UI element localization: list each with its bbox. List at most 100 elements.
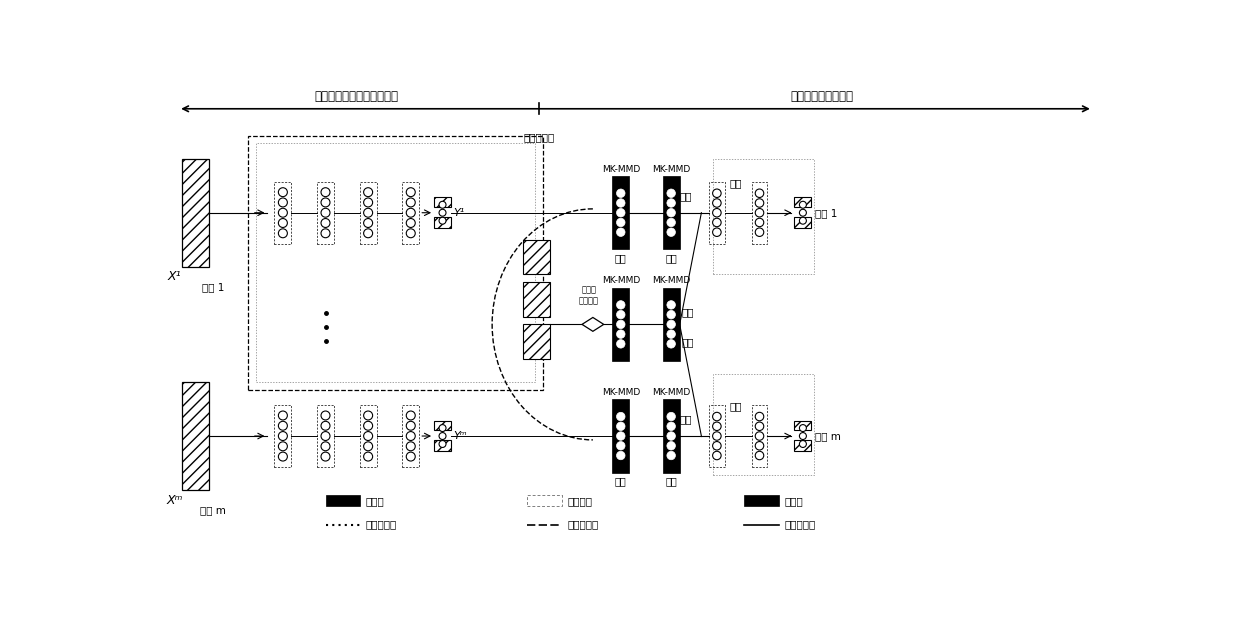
Bar xyxy=(434,420,451,430)
Bar xyxy=(317,182,334,243)
Circle shape xyxy=(616,189,625,197)
Circle shape xyxy=(755,189,764,197)
Circle shape xyxy=(363,442,372,451)
Circle shape xyxy=(616,199,625,207)
Circle shape xyxy=(439,433,446,440)
Bar xyxy=(255,143,534,382)
Bar xyxy=(325,494,361,506)
Circle shape xyxy=(755,412,764,421)
Bar xyxy=(182,382,210,490)
Circle shape xyxy=(321,188,330,197)
Bar xyxy=(434,197,451,206)
Bar xyxy=(613,288,630,361)
Circle shape xyxy=(755,451,764,460)
Circle shape xyxy=(667,422,676,431)
Bar xyxy=(402,182,419,243)
Text: 特定域层: 特定域层 xyxy=(567,496,593,506)
Circle shape xyxy=(713,199,722,207)
Text: 学习: 学习 xyxy=(730,178,743,188)
Circle shape xyxy=(667,189,676,197)
Circle shape xyxy=(407,188,415,197)
Circle shape xyxy=(278,198,288,207)
Circle shape xyxy=(667,330,676,338)
Text: X¹: X¹ xyxy=(167,271,181,283)
Bar xyxy=(434,217,451,228)
Circle shape xyxy=(713,412,722,421)
Circle shape xyxy=(363,198,372,207)
Circle shape xyxy=(713,218,722,227)
Circle shape xyxy=(321,218,330,227)
Text: 条件数据流: 条件数据流 xyxy=(567,520,599,529)
Circle shape xyxy=(363,431,372,441)
Text: 冻结: 冻结 xyxy=(615,476,626,487)
Circle shape xyxy=(363,229,372,238)
Bar xyxy=(523,324,551,359)
Bar xyxy=(751,405,768,467)
Circle shape xyxy=(616,340,625,348)
Bar xyxy=(317,405,334,467)
Bar xyxy=(613,176,630,249)
Circle shape xyxy=(363,188,372,197)
Circle shape xyxy=(755,199,764,207)
Circle shape xyxy=(363,452,372,461)
Bar xyxy=(795,217,811,228)
Circle shape xyxy=(667,441,676,450)
Text: Xᵐ: Xᵐ xyxy=(166,494,182,507)
Circle shape xyxy=(667,451,676,460)
Circle shape xyxy=(321,421,330,430)
Text: MK-MMD: MK-MMD xyxy=(652,388,691,397)
Text: Y¹: Y¹ xyxy=(454,208,465,218)
Circle shape xyxy=(439,441,446,447)
Circle shape xyxy=(713,451,722,460)
Circle shape xyxy=(278,431,288,441)
Bar xyxy=(613,399,630,473)
Circle shape xyxy=(321,431,330,441)
Bar xyxy=(248,136,543,390)
Circle shape xyxy=(755,441,764,450)
Text: 地区 1: 地区 1 xyxy=(816,208,838,218)
Text: 冻结: 冻结 xyxy=(615,253,626,263)
Circle shape xyxy=(667,340,676,348)
Circle shape xyxy=(407,198,415,207)
Text: Yᵐ: Yᵐ xyxy=(454,431,467,441)
Bar xyxy=(527,494,562,506)
Circle shape xyxy=(713,208,722,217)
Circle shape xyxy=(616,451,625,460)
Circle shape xyxy=(616,441,625,450)
Bar xyxy=(709,405,724,467)
Circle shape xyxy=(407,218,415,227)
Text: 学习: 学习 xyxy=(730,401,743,412)
Circle shape xyxy=(363,218,372,227)
Text: 冻结: 冻结 xyxy=(666,253,677,263)
Circle shape xyxy=(407,442,415,451)
Text: MK-MMD: MK-MMD xyxy=(601,165,640,174)
Circle shape xyxy=(800,433,806,440)
Bar xyxy=(795,197,811,206)
Circle shape xyxy=(616,301,625,309)
Bar xyxy=(360,182,377,243)
Circle shape xyxy=(616,422,625,431)
Bar xyxy=(274,405,291,467)
Bar xyxy=(434,440,451,452)
Circle shape xyxy=(667,310,676,319)
Text: MK-MMD: MK-MMD xyxy=(652,165,691,174)
Text: 复制和冻结: 复制和冻结 xyxy=(366,520,397,529)
Bar xyxy=(182,159,210,267)
Circle shape xyxy=(713,228,722,236)
Text: 第一阶段：训练特征检测器: 第一阶段：训练特征检测器 xyxy=(315,90,398,103)
Circle shape xyxy=(616,228,625,236)
Text: 学习: 学习 xyxy=(682,338,694,347)
Circle shape xyxy=(616,218,625,227)
Text: 地区 1: 地区 1 xyxy=(202,282,224,292)
Text: 跨地域
数据控制: 跨地域 数据控制 xyxy=(579,286,599,305)
Bar xyxy=(274,182,291,243)
Bar xyxy=(662,399,680,473)
Circle shape xyxy=(755,208,764,217)
Circle shape xyxy=(407,421,415,430)
Circle shape xyxy=(616,412,625,421)
Circle shape xyxy=(755,228,764,236)
Bar xyxy=(662,288,680,361)
Bar xyxy=(795,440,811,452)
Circle shape xyxy=(800,201,806,208)
Circle shape xyxy=(363,421,372,430)
